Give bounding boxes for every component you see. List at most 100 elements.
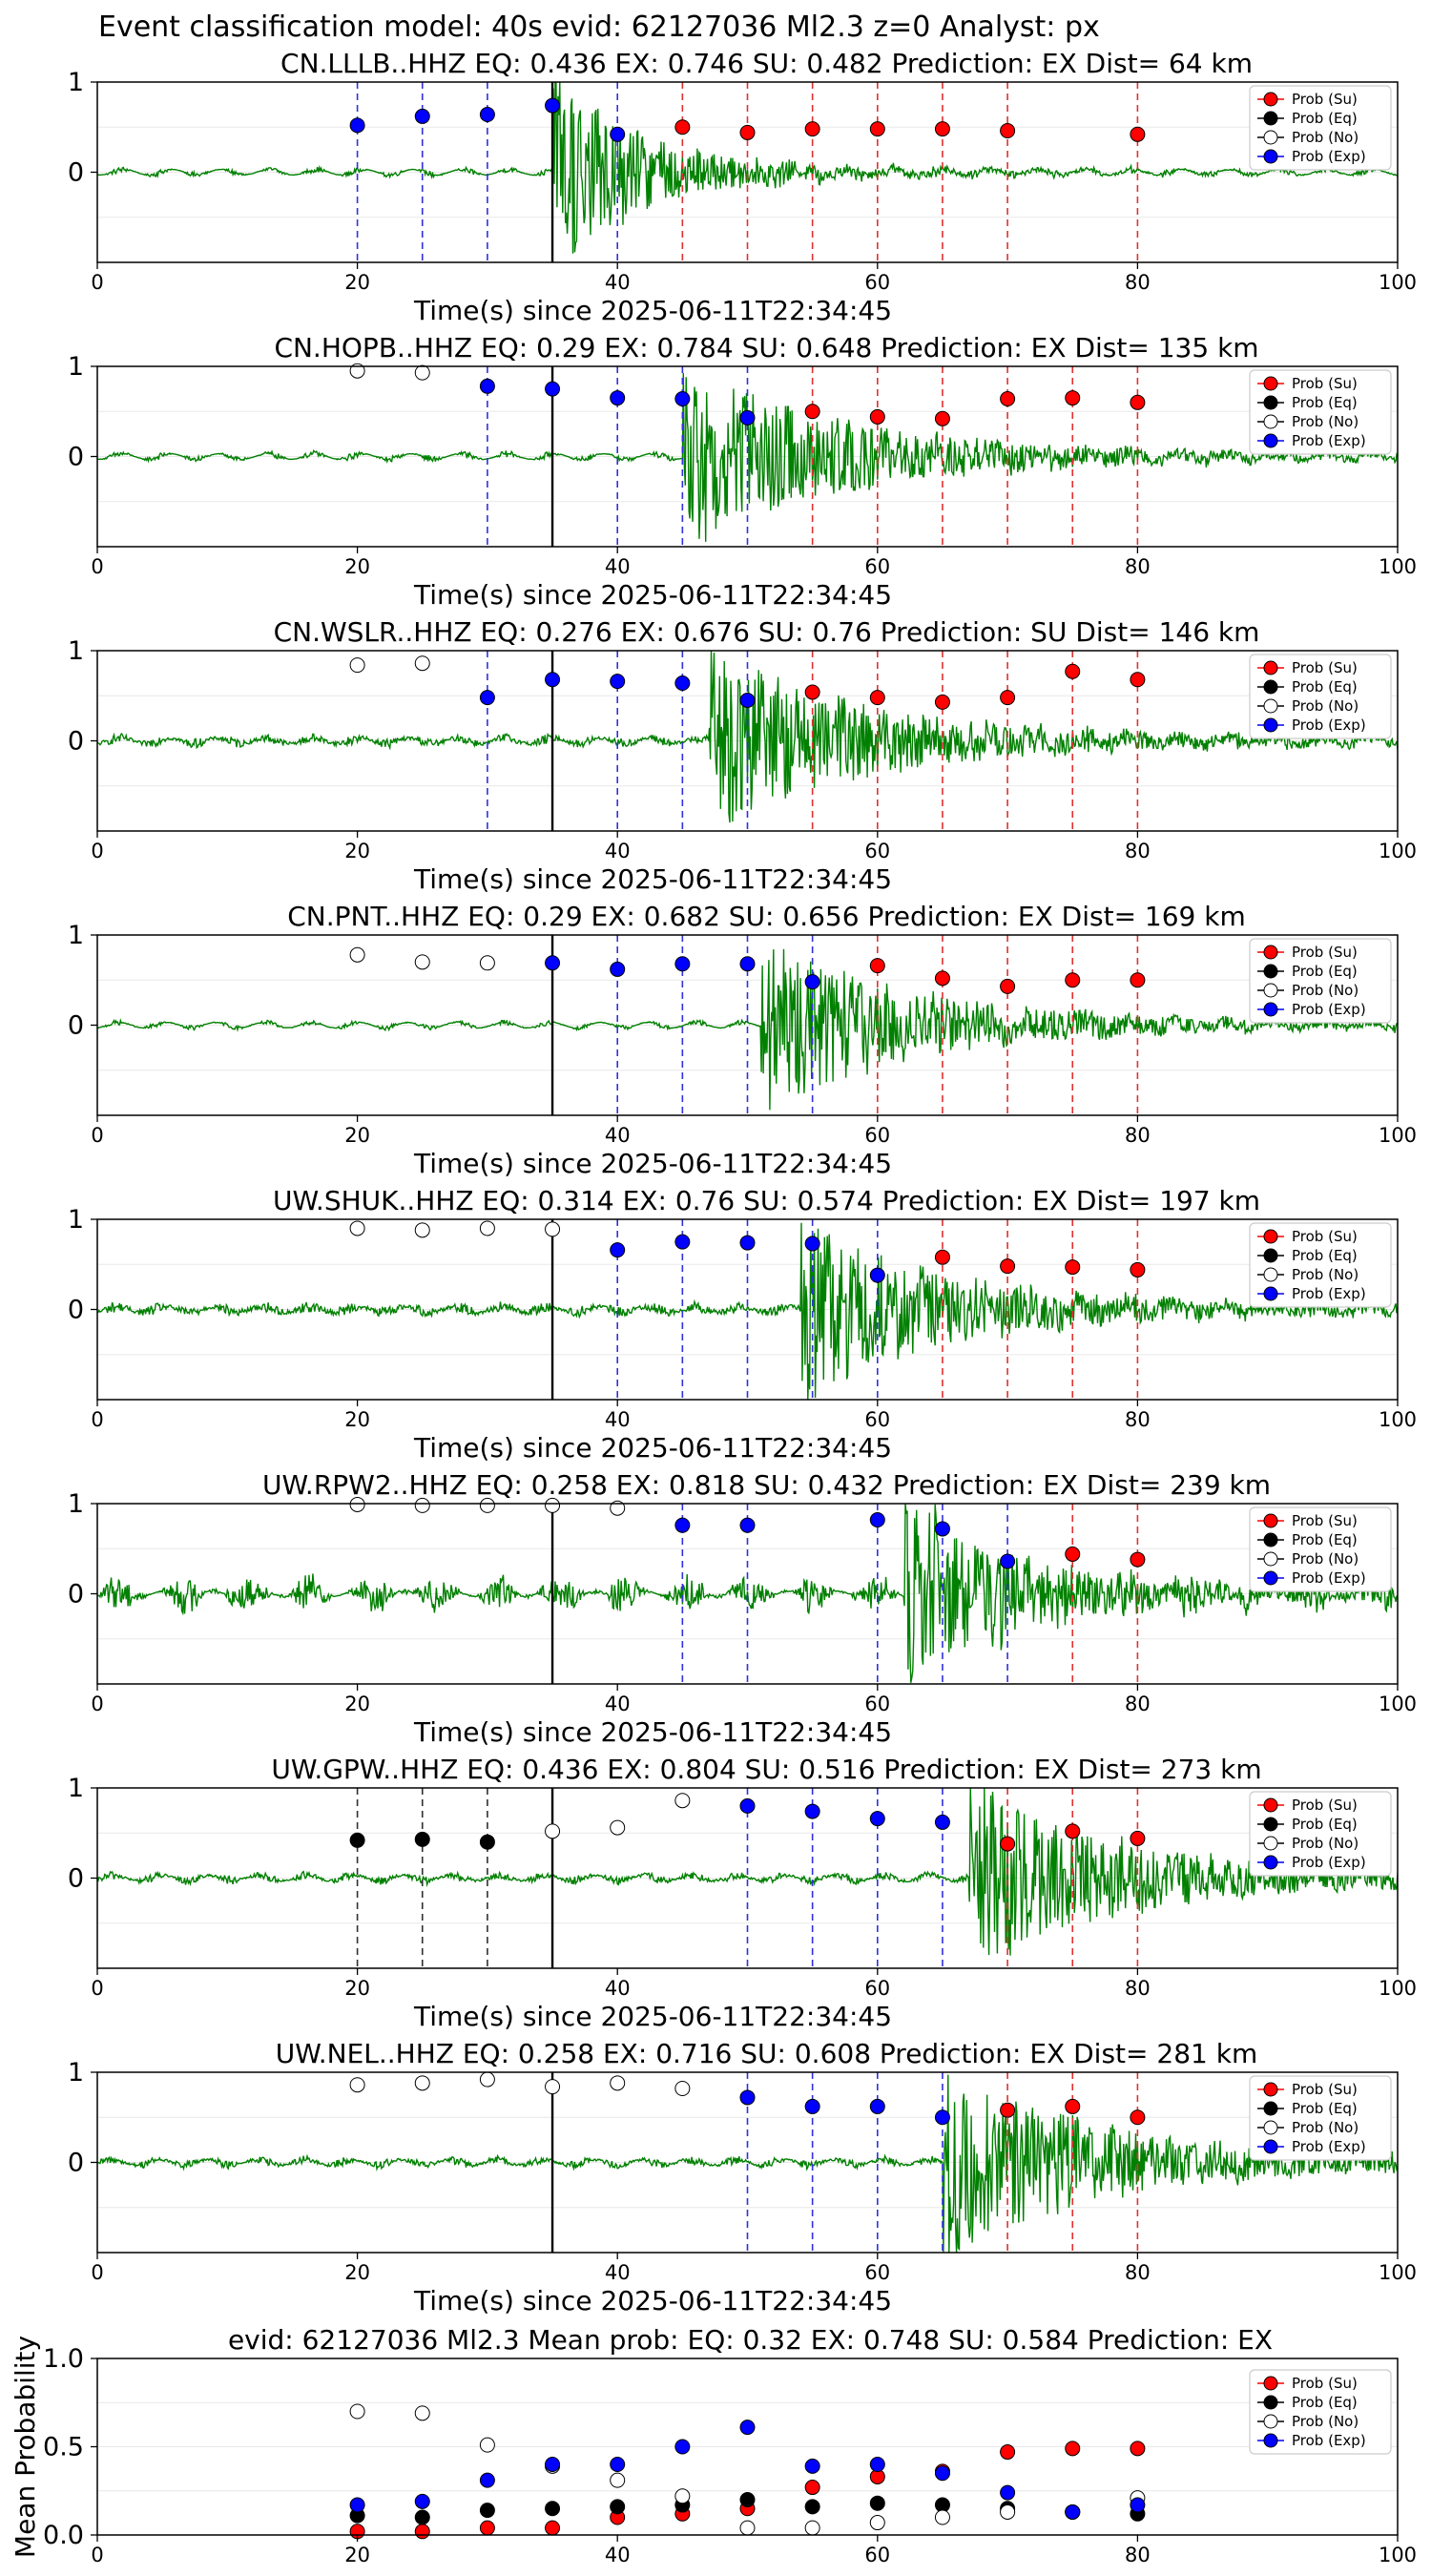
legend-label: Prob (No) — [1292, 2413, 1358, 2430]
prob-point-exp — [674, 1234, 691, 1250]
prob-point-su — [1000, 690, 1016, 706]
legend-label: Prob (Eq) — [1292, 1247, 1358, 1264]
x-tick-label: 40 — [605, 271, 631, 294]
x-tick-label: 0 — [91, 840, 103, 862]
x-tick-label: 100 — [1379, 2261, 1417, 2284]
legend-label: Prob (Exp) — [1292, 1569, 1366, 1587]
x-tick-label: 0 — [91, 1124, 103, 1147]
x-tick-label: 20 — [344, 1977, 370, 2000]
legend-marker-eq — [1263, 1248, 1278, 1263]
legend-label: Prob (Su) — [1292, 1512, 1358, 1529]
prob-point-su — [1065, 663, 1081, 679]
legend-8: Prob (Su) Prob (Eq) Prob (No) Prob (Exp) — [1249, 2369, 1392, 2455]
legend-marker-eq — [1263, 679, 1278, 695]
prob-point-no — [414, 1497, 430, 1513]
legend-label: Prob (Exp) — [1292, 1285, 1366, 1302]
prob-point-no — [349, 1496, 365, 1512]
legend-marker-no — [1263, 983, 1278, 998]
legend-1: Prob (Su) Prob (Eq) Prob (No) Prob (Exp) — [1249, 369, 1392, 455]
prob-point-exp — [739, 1797, 756, 1814]
prob-point-no — [479, 2071, 495, 2088]
prob-point-exp — [545, 97, 561, 114]
legend-label: Prob (Eq) — [1292, 2100, 1358, 2117]
legend-marker-no — [1263, 1267, 1278, 1282]
legend-marker-exp — [1263, 1286, 1278, 1301]
prob-point-exp — [934, 1521, 950, 1537]
x-axis-label: Time(s) since 2025-06-11T22:34:45 — [413, 295, 892, 326]
prob-point-su — [1000, 391, 1016, 407]
prob-point-no — [479, 1497, 495, 1513]
mean-point-exp — [1065, 2503, 1081, 2520]
prob-point-exp — [804, 974, 820, 990]
mean-point-exp — [804, 2458, 820, 2474]
prob-point-exp — [610, 1242, 626, 1258]
prob-point-exp — [479, 690, 495, 706]
mean-point-su — [1000, 2444, 1016, 2461]
prob-point-exp — [804, 1236, 820, 1252]
x-tick-label: 20 — [344, 2544, 370, 2566]
prob-point-su — [1130, 672, 1146, 688]
x-tick-label: 80 — [1125, 271, 1151, 294]
prob-point-no — [610, 1500, 626, 1516]
prob-point-no — [610, 2075, 626, 2091]
prob-point-no — [479, 955, 495, 971]
prob-point-su — [1000, 1836, 1016, 1852]
legend-box — [1249, 2369, 1392, 2455]
legend-box — [1249, 654, 1392, 739]
prob-point-exp — [804, 2098, 820, 2114]
mean-point-su — [545, 2520, 561, 2536]
x-tick-label: 0 — [91, 1408, 103, 1431]
x-tick-label: 80 — [1125, 1977, 1151, 2000]
legend-label: Prob (Eq) — [1292, 963, 1358, 980]
mean-point-eq — [610, 2499, 626, 2515]
waveform-trace — [97, 948, 1398, 1111]
legend-marker-no — [1263, 1836, 1278, 1851]
x-tick-label: 20 — [344, 1124, 370, 1147]
prob-point-su — [1000, 1258, 1016, 1275]
y-tick-label: 1 — [68, 1205, 84, 1235]
legend-marker-eq — [1263, 2395, 1278, 2410]
panel-mean: evid: 62127036 Ml2.3 Mean prob: EQ: 0.32… — [10, 2324, 1417, 2566]
panel-3: CN.PNT..HHZ EQ: 0.29 EX: 0.682 SU: 0.656… — [68, 901, 1417, 1179]
legend-box — [1249, 369, 1392, 455]
legend-marker-exp — [1263, 1570, 1278, 1586]
prob-point-no — [349, 657, 365, 674]
y-tick-label: 0 — [68, 2149, 84, 2178]
x-axis-label: Time(s) since 2025-06-11T22:34:45 — [413, 1716, 892, 1748]
legend-box — [1249, 2075, 1392, 2161]
mean-point-no — [479, 2437, 495, 2453]
mean-point-no — [1000, 2503, 1016, 2520]
x-axis-label: Time(s) since 2025-06-11T22:34:45 — [413, 1432, 892, 1464]
legend-marker-eq — [1263, 1532, 1278, 1548]
legend-marker-exp — [1263, 2139, 1278, 2154]
prob-point-exp — [934, 1814, 950, 1830]
x-tick-label: 100 — [1379, 840, 1417, 862]
mean-point-no — [674, 2488, 691, 2504]
prob-point-su — [1000, 2102, 1016, 2118]
prob-point-exp — [739, 1517, 756, 1533]
x-tick-label: 20 — [344, 271, 370, 294]
x-tick-label: 40 — [605, 1124, 631, 1147]
x-tick-label: 100 — [1379, 555, 1417, 578]
mean-point-exp — [610, 2457, 626, 2472]
prob-point-exp — [739, 2089, 756, 2106]
prob-point-eq — [349, 1832, 365, 1848]
prob-point-su — [1065, 1546, 1081, 1562]
prob-point-exp — [869, 1512, 885, 1528]
prob-point-su — [869, 690, 885, 706]
legend-label: Prob (Exp) — [1292, 2432, 1366, 2449]
legend-label: Prob (Eq) — [1292, 1816, 1358, 1833]
y-tick-label: 1 — [68, 352, 84, 382]
legend-label: Prob (No) — [1292, 982, 1358, 999]
prob-point-su — [1130, 126, 1146, 142]
legend-marker-su — [1263, 92, 1278, 107]
legend-label: Prob (Exp) — [1292, 2138, 1366, 2155]
y-tick-label: 0 — [68, 1580, 84, 1610]
legend-2: Prob (Su) Prob (Eq)Prob (No) Prob (Exp) — [1249, 654, 1392, 739]
mean-point-eq — [869, 2495, 885, 2511]
legend-label: Prob (Su) — [1292, 2375, 1358, 2392]
mean-point-no — [349, 2403, 365, 2420]
mean-point-exp — [739, 2420, 756, 2436]
prob-point-exp — [610, 961, 626, 977]
panel-title: UW.GPW..HHZ EQ: 0.436 EX: 0.804 SU: 0.51… — [271, 1754, 1261, 1785]
